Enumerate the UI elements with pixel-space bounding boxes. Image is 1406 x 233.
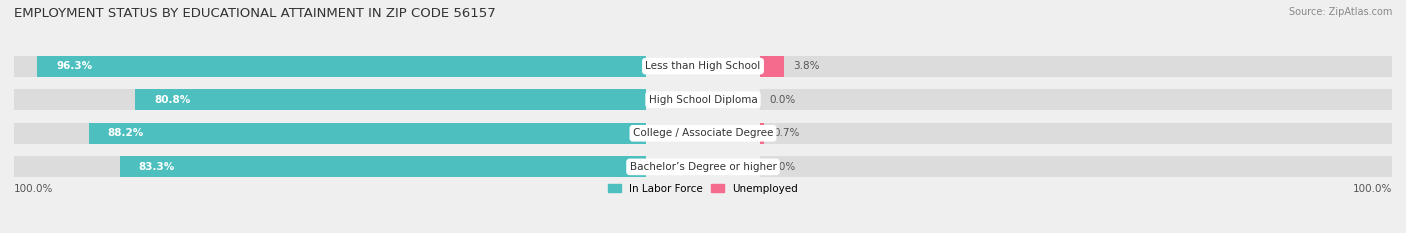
Text: Bachelor’s Degree or higher: Bachelor’s Degree or higher <box>630 162 776 172</box>
Text: 88.2%: 88.2% <box>108 128 143 138</box>
Bar <box>759 157 1392 177</box>
Text: College / Associate Degree: College / Associate Degree <box>633 128 773 138</box>
Bar <box>89 123 647 144</box>
Text: High School Diploma: High School Diploma <box>648 95 758 105</box>
Text: 96.3%: 96.3% <box>56 61 93 71</box>
Text: Less than High School: Less than High School <box>645 61 761 71</box>
Legend: In Labor Force, Unemployed: In Labor Force, Unemployed <box>605 179 801 198</box>
Bar <box>120 157 647 177</box>
Text: 3.8%: 3.8% <box>793 61 820 71</box>
Text: 100.0%: 100.0% <box>14 184 53 194</box>
Text: 0.0%: 0.0% <box>769 162 796 172</box>
Bar <box>14 89 647 110</box>
Bar <box>759 123 1392 144</box>
Bar <box>759 89 1392 110</box>
Bar <box>759 56 1392 76</box>
Bar <box>759 123 765 144</box>
Text: 80.8%: 80.8% <box>155 95 191 105</box>
Bar <box>759 56 785 76</box>
Bar <box>135 89 647 110</box>
Text: EMPLOYMENT STATUS BY EDUCATIONAL ATTAINMENT IN ZIP CODE 56157: EMPLOYMENT STATUS BY EDUCATIONAL ATTAINM… <box>14 7 496 20</box>
Bar <box>14 157 647 177</box>
Text: 0.0%: 0.0% <box>769 95 796 105</box>
Bar <box>38 56 647 76</box>
Text: 0.7%: 0.7% <box>773 128 800 138</box>
Text: 83.3%: 83.3% <box>139 162 174 172</box>
Bar <box>14 123 647 144</box>
Bar <box>14 56 647 76</box>
Text: Source: ZipAtlas.com: Source: ZipAtlas.com <box>1288 7 1392 17</box>
Text: 100.0%: 100.0% <box>1353 184 1392 194</box>
